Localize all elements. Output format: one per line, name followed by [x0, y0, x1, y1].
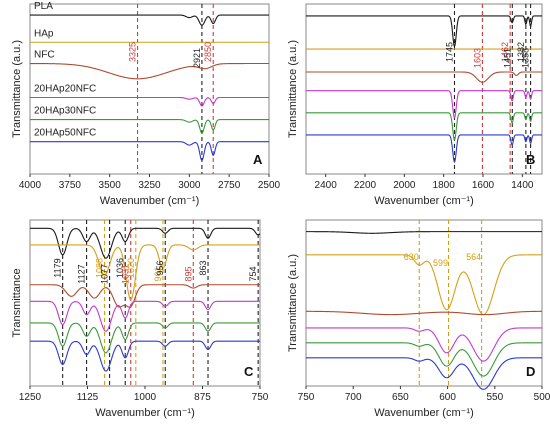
panel-C-peak-label-4: 1036	[115, 258, 125, 278]
panel-A-xtick-label-0: 4000	[19, 180, 42, 191]
panel-A-xtick-label-6: 2500	[258, 180, 281, 191]
panel-B-peak-label-5: 1358	[521, 48, 531, 68]
panel-D-xtick-label-4: 550	[486, 392, 503, 403]
panel-C-xlabel: Wavenumber (cm⁻¹)	[95, 407, 195, 419]
panel-C-letter: C	[244, 364, 254, 379]
panel-B-xtick-label-4: 1600	[472, 180, 495, 191]
panel-C-series-nfc	[30, 284, 260, 308]
panel-D-letter: D	[526, 364, 535, 379]
panel-D-xtick-label-1: 700	[345, 392, 362, 403]
panel-A-xlabel: Wavenumber (cm⁻¹)	[100, 195, 200, 207]
panel-D-series-nfc	[306, 310, 542, 316]
panel-C-peak-label-9: 895	[183, 266, 193, 281]
panel-D-xtick-label-5: 500	[534, 392, 550, 403]
panel-C-xtick-label-3: 875	[194, 392, 211, 403]
legend-entry-20hap20nfc: 20HAp20NFC	[34, 84, 96, 95]
panel-C-peak-label-6: 1020	[126, 258, 136, 278]
panel-A-xtick-label-4: 3000	[178, 180, 201, 191]
panel-D-series-hap	[306, 254, 542, 316]
panel-C-xtick-label-4: 750	[252, 392, 269, 403]
panel-C-peak-label-0: 1179	[53, 258, 63, 277]
panel-B-letter: B	[526, 152, 535, 167]
panel-B-ylabel: Transmittance (a.u.)	[287, 40, 299, 138]
panel-C-series-20hap50nfc	[30, 340, 260, 372]
panel-A-peak-label-0: 3325	[128, 42, 138, 62]
panel-D-ylabel: Transmittance (a.u.)	[287, 254, 299, 352]
panel-B-frame	[305, 3, 543, 175]
panel-C-peak-label-3: 1077	[100, 264, 110, 284]
legend-entry-20hap50nfc: 20HAp50NFC	[34, 128, 96, 139]
panel-C-peak-label-2: 1088	[95, 258, 105, 278]
panel-A-peak-label-2: 2850	[203, 42, 213, 62]
panel-B-xtick-label-5: 1400	[511, 180, 534, 191]
panel-C-peak-label-1: 1127	[77, 264, 87, 283]
panel-A-series-20hap50nfc	[30, 141, 269, 162]
panel-B-peak-label-0: 1745	[444, 42, 454, 62]
panel-B-xlabel: Wavenumber (cm⁻¹)	[374, 195, 474, 207]
panel-B-peak-label-3: 1451	[502, 48, 512, 68]
panel-B-xtick-label-2: 2000	[393, 180, 416, 191]
panel-D-xtick-label-2: 650	[392, 392, 409, 403]
panel-A-series-20hap30nfc	[30, 119, 269, 134]
panel-D-xlabel: Wavenumber (cm⁻¹)	[374, 407, 474, 419]
panel-B-peak-label-4: 1382	[516, 42, 526, 62]
panel-C-xtick-label-1: 1125	[77, 392, 99, 403]
panel-D-xtick-label-0: 750	[298, 392, 315, 403]
panel-C-peak-label-5: 1031	[121, 264, 131, 284]
panel-D-series-pla	[306, 231, 542, 234]
panel-B-series-pla	[306, 15, 542, 48]
panel-A-series-pla	[30, 14, 269, 26]
legend-entry-pla: PLA	[34, 1, 53, 12]
panel-B-xtick-label-1: 2200	[354, 180, 377, 191]
panel-C-peak-label-11: 754	[248, 266, 258, 281]
panel-A-series-nfc	[30, 62, 269, 80]
panel-B-series-nfc	[306, 71, 542, 83]
panel-A-xtick-label-2: 3500	[99, 180, 122, 191]
panel-B-series-20hap20nfc	[306, 90, 542, 119]
panel-A-ylabel: Transmittance (a.u.)	[11, 40, 23, 138]
panel-D-peak-label-0: 630	[404, 252, 419, 262]
panel-C-peak-label-10: 863	[198, 260, 208, 275]
panel-C-xtick-label-2: 1000	[134, 392, 157, 403]
panel-D-peak-label-1: 599	[433, 258, 448, 268]
panel-B-xtick-label-3: 1800	[433, 180, 456, 191]
panel-A-letter: A	[253, 152, 263, 167]
panel-C-series-hap	[30, 244, 260, 301]
panel-D-peak-label-2: 564	[466, 252, 481, 262]
panel-D-series-20hap50nfc	[306, 357, 542, 390]
panel-C-xtick-label-0: 1250	[19, 392, 42, 403]
panel-C-series-20hap20nfc	[30, 300, 260, 332]
panel-A-xtick-label-1: 3750	[59, 180, 82, 191]
panel-D-series-20hap30nfc	[306, 342, 542, 377]
panel-D-frame	[305, 219, 543, 387]
panel-A-peak-label-1: 2921	[192, 48, 202, 68]
panel-C-peak-label-8: 956	[155, 260, 165, 275]
panel-B-peak-label-1: 1603	[472, 48, 482, 68]
panel-D-series-20hap20nfc	[306, 327, 542, 362]
panel-B-series-20hap50nfc	[306, 134, 542, 164]
panel-A-xtick-label-5: 2750	[218, 180, 241, 191]
panel-C-series-20hap30nfc	[30, 322, 260, 354]
panel-A-series-20hap20nfc	[30, 96, 269, 107]
panel-C-series-pla	[30, 227, 261, 259]
legend-entry-20hap30nfc: 20HAp30NFC	[34, 106, 96, 117]
panel-A-xtick-label-3: 3250	[138, 180, 161, 191]
legend-entry-hap: HAp	[34, 28, 54, 39]
panel-C-ylabel: Transmittance	[11, 268, 23, 337]
panel-B-xtick-label-0: 2400	[315, 180, 338, 191]
panel-B-series-20hap30nfc	[306, 112, 542, 142]
panel-C-peak-label-7: 961	[153, 266, 163, 281]
legend-entry-nfc: NFC	[34, 50, 55, 61]
panel-D-xtick-label-3: 600	[439, 392, 456, 403]
panel-B-peak-label-2: 1462	[500, 42, 510, 62]
